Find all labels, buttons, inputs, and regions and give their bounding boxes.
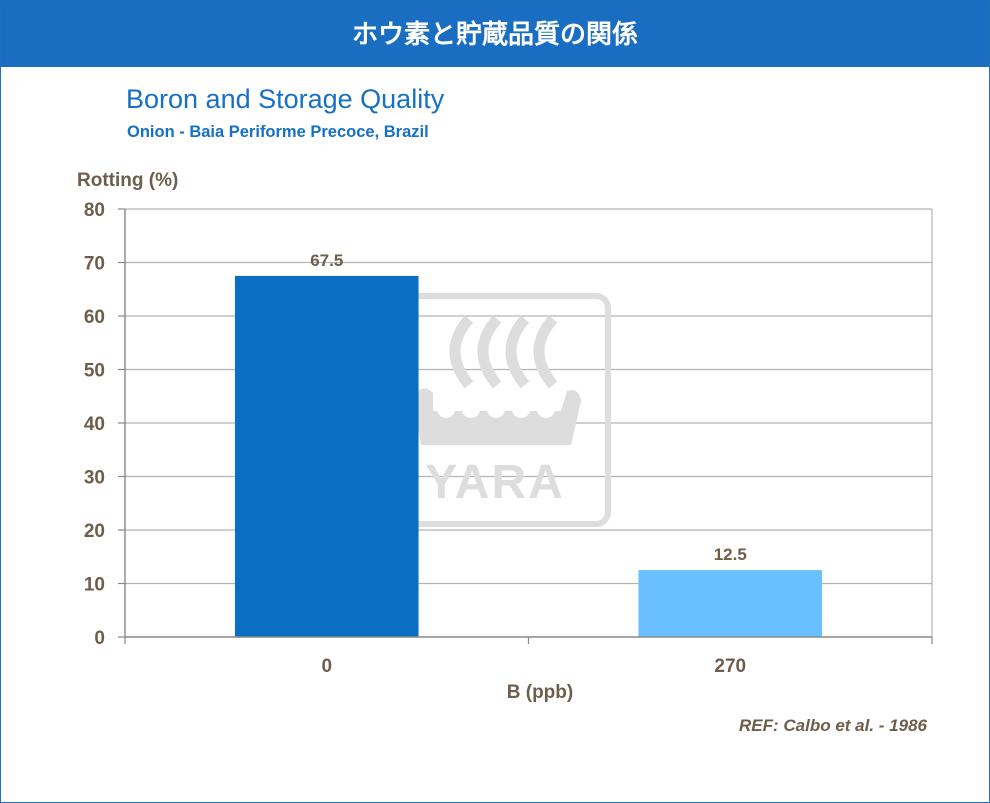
header-bar: ホウ素と貯蔵品質の関係 (1, 1, 989, 67)
bar-0 (234, 275, 419, 637)
y-tick-label: 30 (84, 468, 105, 489)
y-tick-label: 70 (84, 254, 105, 275)
y-axis-label: Rotting (%) (77, 170, 178, 191)
reference-note: REF: Calbo et al. - 1986 (739, 716, 927, 735)
bars: 67.5 12.5 (234, 251, 823, 637)
y-tick-label: 0 (94, 628, 105, 649)
y-tick-label: 10 (84, 575, 105, 596)
chart-subtitle: Onion - Baia Periforme Precoce, Brazil (127, 123, 429, 141)
bar-value-label: 67.5 (310, 251, 343, 270)
y-tick-label: 40 (84, 414, 105, 435)
bar-270 (638, 570, 823, 637)
y-tick-label: 60 (84, 307, 105, 328)
watermark: YARA (379, 293, 611, 527)
bar-value-label: 12.5 (714, 545, 747, 564)
viking-ship-icon (449, 315, 558, 389)
x-tick-label: 270 (714, 656, 746, 677)
y-tick-label: 80 (84, 200, 105, 221)
y-tick-label: 20 (84, 521, 105, 542)
chart-title: Boron and Storage Quality (126, 84, 445, 114)
axes: 0 10 20 30 40 50 60 70 80 0 270 (84, 200, 933, 677)
x-tick-label: 0 (321, 656, 332, 677)
ship-hull-icon (413, 388, 581, 445)
header-title: ホウ素と貯蔵品質の関係 (351, 20, 638, 50)
watermark-text: YARA (425, 456, 565, 509)
y-tick-label: 50 (84, 361, 105, 382)
x-axis-label: B (ppb) (507, 682, 573, 703)
